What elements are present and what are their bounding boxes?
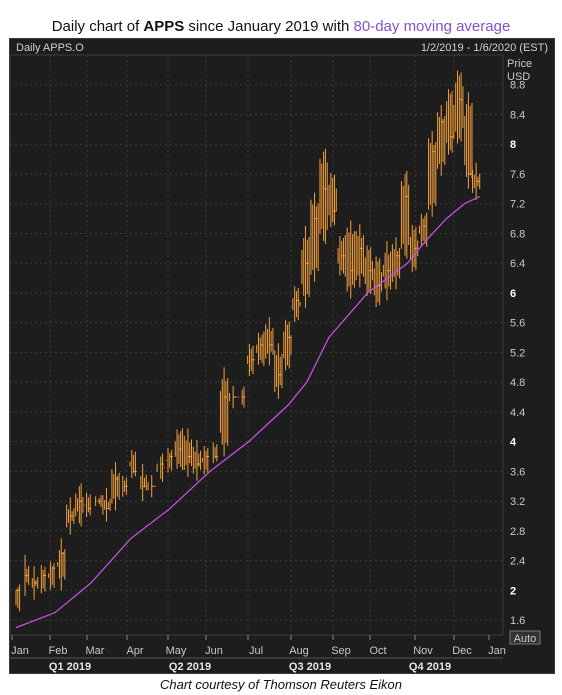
y-tick-label: 6.8 <box>510 228 525 240</box>
chart-title: Daily chart of APPS since January 2019 w… <box>0 18 562 35</box>
y-tick-label: 3.6 <box>510 466 525 478</box>
y-tick-label: 7.6 <box>510 169 525 181</box>
x-tick-label: Jun <box>205 645 223 657</box>
quarter-label: Q3 2019 <box>289 661 331 673</box>
title-prefix: Daily chart of <box>51 18 144 35</box>
x-tick-label: Oct <box>369 645 386 657</box>
y-tick-label: 3.2 <box>510 496 525 508</box>
price-chart[interactable]: 1.6 2 2.4 2.8 3.2 3.6 4 4.4 4.8 5.2 5.6 6 6.4 6.8 7.2 7… <box>10 39 556 675</box>
x-tick-label: Nov <box>413 645 433 657</box>
chart-panel[interactable]: 1.6 2 2.4 2.8 3.2 3.6 4 4.4 4.8 5.2 5.6 6 6.4 6.8 7.2 7… <box>9 38 555 674</box>
x-tick-label: Apr <box>126 645 143 657</box>
y-tick-label: 6 <box>510 288 516 300</box>
moving-average-line <box>15 195 481 629</box>
title-moving-average-label: 80-day moving average <box>353 18 511 35</box>
x-tick-label: Jan <box>11 645 29 657</box>
y-tick-label: 4.4 <box>510 407 525 419</box>
y-tick-label: 1.6 <box>510 615 525 627</box>
panel-label: Daily APPS.O <box>16 42 84 54</box>
x-tick-label: Dec <box>452 645 472 657</box>
quarter-label: Q2 2019 <box>169 661 211 673</box>
title-ticker: APPS <box>143 18 185 35</box>
quarter-label: Q1 2019 <box>49 661 91 673</box>
y-tick-label: 4 <box>510 437 517 449</box>
title-middle: since January 2019 with <box>184 18 354 35</box>
y-tick-label: 8.4 <box>510 109 525 121</box>
y-tick-label: 6.4 <box>510 258 525 270</box>
y-tick-label: 2.8 <box>510 526 525 538</box>
chart-caption: Chart courtesy of Thomson Reuters Eikon <box>159 677 403 692</box>
x-tick-label: Aug <box>289 645 309 657</box>
plot-border <box>10 54 504 636</box>
y-tick-label: 7.2 <box>510 199 525 211</box>
y-tick-label: 4.8 <box>510 377 525 389</box>
y-tick-label: 2.4 <box>510 556 525 568</box>
x-tick-label: Jan <box>488 645 506 657</box>
date-range: 1/2/2019 - 1/6/2020 (EST) <box>421 42 548 54</box>
auto-scale-label[interactable]: Auto <box>514 633 537 645</box>
y-tick-label: 8.8 <box>510 80 525 92</box>
x-tick-label: Feb <box>49 645 68 657</box>
y-tick-label: 2 <box>510 585 516 597</box>
y-tick-label: 8 <box>510 139 516 151</box>
x-tick-label: Mar <box>86 645 105 657</box>
y-axis: 1.6 2 2.4 2.8 3.2 3.6 4 4.4 4.8 5.2 5.6 6 6.4 6.8 7.2 7… <box>510 80 525 627</box>
y-tick-label: 5.6 <box>510 318 525 330</box>
price-series <box>15 70 481 612</box>
x-tick-label: Sep <box>331 645 351 657</box>
moving-average-series <box>15 195 481 629</box>
y-axis-unit: USD <box>507 71 530 83</box>
y-axis-title: Price <box>507 58 532 70</box>
auto-scale-button[interactable] <box>509 630 541 645</box>
quarter-label: Q4 2019 <box>409 661 451 673</box>
x-tick-label: May <box>166 645 187 657</box>
y-tick-label: 5.2 <box>510 347 525 359</box>
x-tick-label: Jul <box>249 645 263 657</box>
x-axis: Jan Feb Mar Apr May Jun Jul Aug Sep Oct Nov Dec Jan Q… <box>10 635 506 673</box>
